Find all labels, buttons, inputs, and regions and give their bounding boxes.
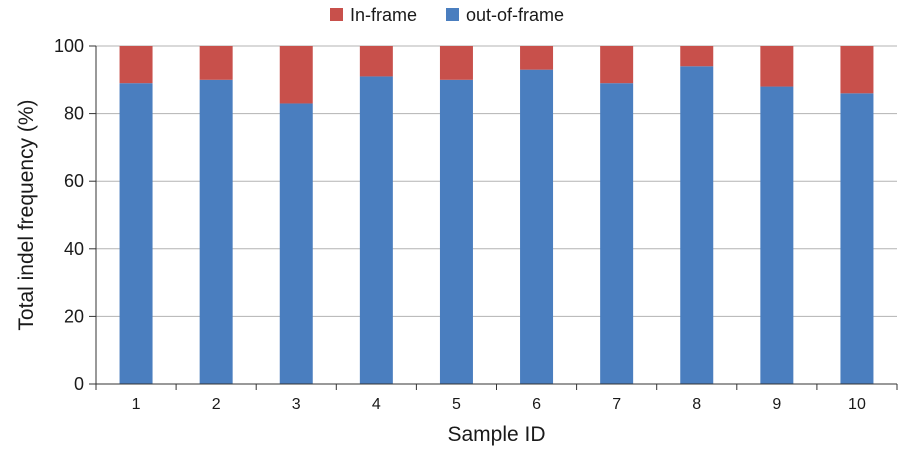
y-axis-title: Total indel frequency (%) bbox=[15, 99, 38, 330]
bar-in-frame-4 bbox=[359, 46, 393, 77]
y-tick-label: 60 bbox=[64, 171, 84, 191]
bar-in-frame-10 bbox=[840, 46, 874, 94]
x-tick-label: 2 bbox=[212, 396, 221, 413]
x-tick-label: 7 bbox=[612, 396, 621, 413]
legend: In-frame out-of-frame bbox=[330, 5, 564, 25]
bar-out-of-frame-4 bbox=[359, 76, 393, 385]
bar-out-of-frame-10 bbox=[840, 93, 874, 384]
bar-out-of-frame-1 bbox=[119, 83, 153, 385]
y-tick-label: 0 bbox=[74, 374, 84, 394]
legend-swatch-in-frame bbox=[330, 8, 343, 21]
x-tick-label: 9 bbox=[772, 396, 781, 413]
x-tick-label: 3 bbox=[292, 396, 301, 413]
x-tick-label: 6 bbox=[532, 396, 541, 413]
bar-in-frame-6 bbox=[520, 46, 554, 70]
bar-out-of-frame-5 bbox=[439, 79, 473, 385]
x-axis-title: Sample ID bbox=[447, 423, 545, 446]
x-axis-ticks: 1 2 3 4 5 6 7 8 9 10 bbox=[95, 384, 898, 413]
x-tick-label: 10 bbox=[848, 396, 866, 413]
y-tick-label: 100 bbox=[54, 36, 84, 56]
bar-out-of-frame-3 bbox=[279, 103, 313, 385]
x-tick-label: 1 bbox=[132, 396, 141, 413]
legend-label: In-frame bbox=[350, 5, 417, 25]
bar-out-of-frame-7 bbox=[600, 83, 634, 385]
bar-out-of-frame-2 bbox=[199, 79, 233, 385]
bar-in-frame-7 bbox=[600, 46, 634, 84]
y-tick-label: 80 bbox=[64, 104, 84, 124]
legend-label: out-of-frame bbox=[466, 5, 564, 25]
bar-in-frame-3 bbox=[279, 46, 313, 104]
x-tick-label: 4 bbox=[372, 396, 381, 413]
bar-in-frame-5 bbox=[439, 46, 473, 80]
bar-out-of-frame-8 bbox=[680, 66, 714, 384]
bar-in-frame-9 bbox=[760, 46, 794, 87]
bar-out-of-frame-9 bbox=[760, 86, 794, 384]
x-tick-label: 5 bbox=[452, 396, 461, 413]
bar-in-frame-2 bbox=[199, 46, 233, 80]
bars bbox=[119, 46, 874, 385]
y-tick-label: 20 bbox=[64, 306, 84, 326]
bar-out-of-frame-6 bbox=[520, 69, 554, 384]
y-tick-label: 40 bbox=[64, 239, 84, 259]
y-axis-ticks: 0 20 40 60 80 100 bbox=[54, 36, 96, 394]
legend-swatch-out-of-frame bbox=[446, 8, 459, 21]
x-tick-label: 8 bbox=[692, 396, 701, 413]
bar-in-frame-1 bbox=[119, 46, 153, 84]
bar-in-frame-8 bbox=[680, 46, 714, 67]
